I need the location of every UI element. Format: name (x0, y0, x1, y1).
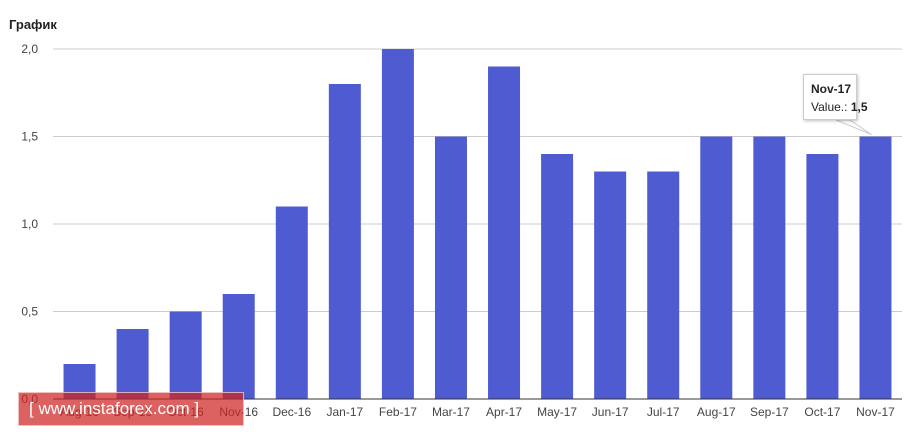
bar-dec-16[interactable] (275, 206, 308, 400)
tooltip-label: Value.: (811, 100, 848, 114)
bar-oct-17[interactable] (806, 154, 839, 399)
tooltip: Nov-17 Value.: 1,5 (803, 74, 868, 120)
bar-may-17[interactable] (541, 154, 574, 399)
bar-oct-16[interactable] (169, 311, 202, 400)
bar-feb-17[interactable] (381, 49, 414, 399)
x-tick-label: Feb-17 (379, 405, 417, 419)
y-tick-labels: 0,00,51,01,52,0 (21, 42, 38, 406)
bar-jul-17[interactable] (647, 171, 680, 400)
bar-mar-17[interactable] (434, 136, 467, 400)
watermark-logo: [ www.instaforex.com ] (18, 392, 244, 426)
bar-nov-17[interactable] (859, 136, 892, 400)
x-tick-label: Apr-17 (486, 405, 522, 419)
bars (63, 49, 892, 400)
tooltip-value: 1,5 (850, 100, 868, 114)
tooltip-pointer (835, 119, 872, 135)
y-tick-label: 2,0 (21, 42, 38, 56)
bar-sep-17[interactable] (753, 136, 786, 400)
tooltip-header: Nov-17 (811, 82, 852, 96)
x-tick-label: Jan-17 (326, 405, 363, 419)
x-tick-label: May-17 (537, 405, 577, 419)
x-tick-label: Jul-17 (647, 405, 680, 419)
x-tick-label: Nov-17 (856, 405, 895, 419)
bar-nov-16[interactable] (222, 294, 255, 399)
bar-jun-17[interactable] (594, 171, 627, 400)
bar-sep-16[interactable] (116, 329, 149, 399)
chart-title: График (9, 17, 57, 32)
x-tick-label: Jun-17 (592, 405, 629, 419)
x-tick-label: Dec-16 (272, 405, 311, 419)
bar-aug-17[interactable] (700, 136, 733, 400)
y-tick-label: 1,5 (21, 130, 38, 144)
bar-jan-17[interactable] (328, 84, 361, 399)
bar-apr-17[interactable] (488, 66, 521, 400)
tooltip-row: Value.: 1,5 (811, 100, 868, 114)
x-tick-label: Oct-17 (804, 405, 840, 419)
y-tick-label: 1,0 (21, 217, 38, 231)
x-tick-label: Sep-17 (750, 405, 789, 419)
y-tick-label: 0,5 (21, 305, 38, 319)
x-tick-label: Mar-17 (432, 405, 470, 419)
x-tick-label: Aug-17 (697, 405, 736, 419)
